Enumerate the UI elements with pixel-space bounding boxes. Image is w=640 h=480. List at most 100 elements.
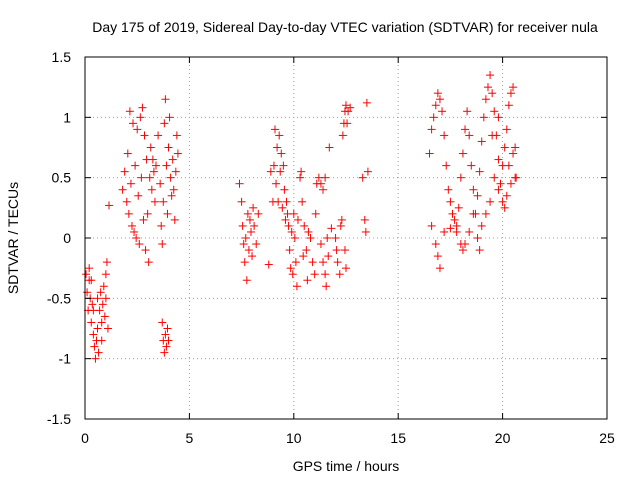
data-point	[431, 101, 440, 110]
data-point	[323, 234, 332, 242]
data-point	[344, 107, 353, 116]
data-point	[500, 143, 509, 152]
data-point	[488, 89, 497, 98]
data-point	[122, 197, 131, 206]
data-point	[321, 270, 330, 279]
data-point	[448, 209, 457, 218]
data-point	[165, 113, 174, 122]
data-point	[473, 234, 482, 242]
data-point	[145, 173, 154, 182]
data-point	[504, 101, 513, 110]
data-point	[166, 173, 175, 182]
data-point	[137, 173, 146, 182]
data-point	[94, 348, 103, 357]
data-point	[511, 143, 520, 152]
data-point	[272, 179, 281, 188]
data-point	[291, 258, 300, 267]
data-point	[481, 209, 490, 218]
data-point	[118, 185, 127, 194]
data-point	[297, 167, 306, 176]
data-point	[442, 161, 451, 170]
data-point	[488, 131, 497, 140]
data-point	[125, 107, 134, 116]
data-point	[98, 300, 107, 309]
data-point	[158, 240, 167, 249]
data-point	[241, 234, 250, 242]
x-tick-label: 20	[495, 430, 511, 446]
data-point	[486, 197, 495, 206]
data-point	[139, 215, 148, 224]
data-point	[358, 173, 367, 182]
data-point	[91, 354, 100, 363]
data-point	[440, 131, 449, 140]
data-point	[486, 71, 495, 80]
data-point	[171, 167, 180, 176]
data-point	[463, 107, 472, 116]
data-point	[304, 227, 313, 236]
chart-title: Day 175 of 2019, Sidereal Day-to-day VTE…	[92, 19, 598, 35]
data-point	[335, 270, 344, 279]
data-point	[287, 227, 296, 236]
data-point	[161, 330, 170, 339]
data-point	[429, 113, 438, 122]
data-point	[316, 240, 325, 249]
data-point	[157, 221, 166, 230]
x-tick-label: 5	[186, 430, 194, 446]
data-point	[274, 197, 283, 206]
data-point	[433, 89, 442, 98]
data-point	[292, 282, 301, 291]
data-point	[467, 161, 476, 170]
data-point	[325, 143, 334, 152]
data-point	[245, 215, 254, 224]
data-point	[90, 342, 99, 351]
data-point	[264, 260, 273, 269]
data-point	[131, 161, 140, 170]
data-point	[120, 167, 129, 176]
data-point	[494, 185, 503, 194]
data-point	[506, 179, 515, 188]
data-point	[164, 143, 173, 152]
data-point	[100, 312, 109, 321]
data-point	[327, 224, 336, 233]
data-point	[97, 336, 106, 345]
data-point	[331, 234, 340, 242]
data-point	[343, 119, 352, 128]
data-point	[141, 246, 150, 255]
data-point	[465, 131, 474, 140]
data-point	[506, 89, 515, 98]
data-point	[319, 258, 328, 267]
data-point	[360, 215, 369, 224]
y-tick-labels: -1.5 -1 -0.5 0 0.5 1 1.5	[47, 49, 71, 427]
data-point	[278, 203, 287, 212]
data-point	[490, 173, 499, 182]
data-point	[156, 179, 165, 188]
data-point	[479, 113, 488, 122]
y-tick-label: 1	[63, 109, 71, 125]
data-point	[248, 252, 257, 261]
data-point	[243, 209, 252, 218]
data-point	[89, 306, 98, 315]
data-point	[502, 125, 511, 134]
data-point	[342, 264, 350, 273]
data-point	[254, 209, 263, 218]
data-point	[456, 173, 465, 182]
data-point	[310, 270, 319, 279]
data-point	[494, 155, 503, 164]
data-point	[97, 318, 106, 327]
data-point	[158, 318, 167, 327]
data-point	[290, 234, 299, 242]
data-point	[237, 197, 246, 206]
data-point	[302, 246, 311, 255]
data-point	[342, 101, 350, 110]
data-point	[133, 125, 142, 134]
data-point	[240, 258, 249, 267]
data-point	[333, 258, 342, 267]
data-points	[82, 71, 521, 363]
data-point	[246, 227, 255, 236]
data-point	[458, 246, 467, 255]
y-tick-label: 0.5	[52, 170, 72, 186]
data-point	[293, 215, 302, 224]
data-point	[296, 173, 305, 182]
data-point	[279, 161, 288, 170]
